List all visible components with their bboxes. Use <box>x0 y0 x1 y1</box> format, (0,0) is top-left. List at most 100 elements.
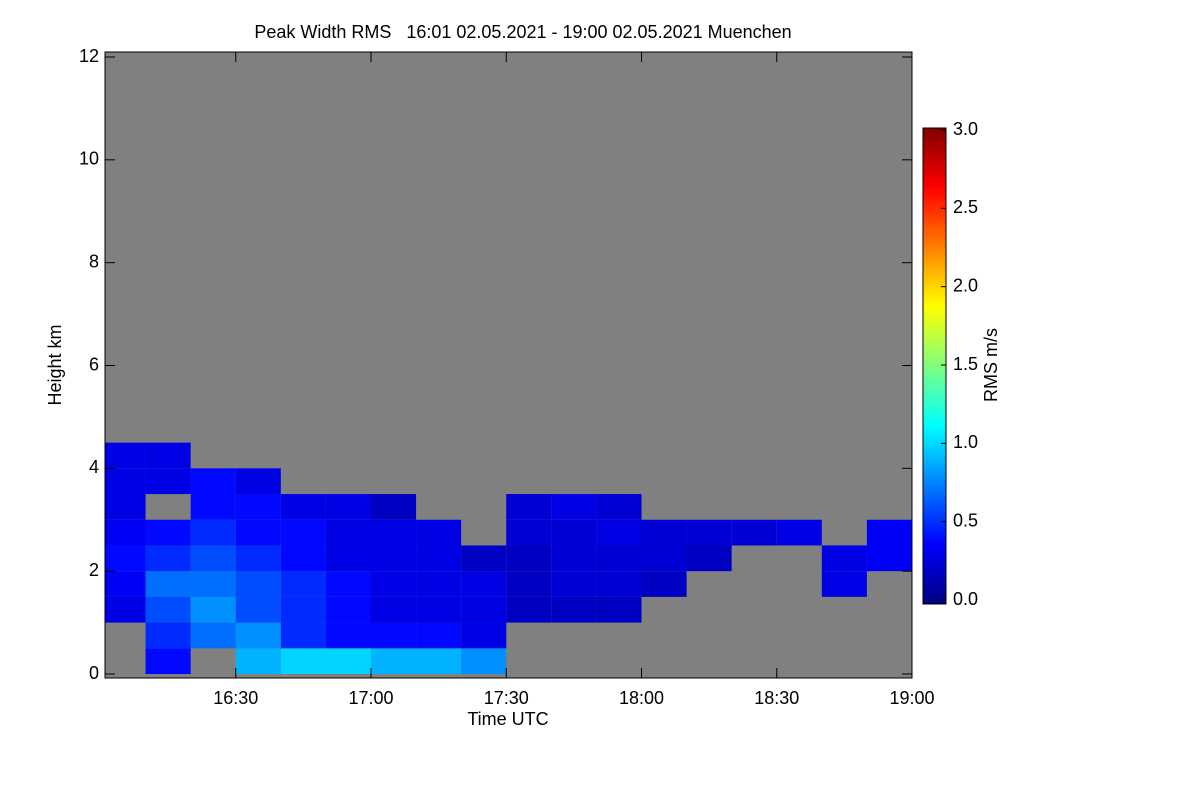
y-tick-label: 10 <box>79 149 99 169</box>
heatmap-cell <box>596 494 642 520</box>
heatmap-cell <box>105 442 146 469</box>
heatmap-cell <box>235 519 281 546</box>
heatmap-cell <box>416 545 462 572</box>
heatmap-cell <box>551 571 597 597</box>
heatmap-cell <box>776 519 822 546</box>
heatmap-cell <box>325 545 371 572</box>
heatmap-cell <box>105 545 146 572</box>
heatmap-cell <box>280 494 326 520</box>
heatmap-cell <box>866 545 912 572</box>
heatmap-cell <box>235 596 281 623</box>
heatmap-cell <box>866 519 912 546</box>
heatmap-cell <box>190 468 236 495</box>
heatmap-cell <box>596 571 642 597</box>
heatmap-cell <box>506 545 552 572</box>
y-tick-label: 6 <box>89 354 99 374</box>
y-tick-label: 8 <box>89 251 99 271</box>
x-tick-label: 18:30 <box>754 688 799 708</box>
heatmap-cell <box>551 519 597 546</box>
heatmap-cell <box>551 494 597 520</box>
heatmap-cell <box>686 519 732 546</box>
colorbar-tick-label: 2.5 <box>953 197 978 217</box>
colorbar-label: RMS m/s <box>981 328 1001 402</box>
heatmap-cell <box>821 545 867 572</box>
heatmap-cell <box>105 571 146 597</box>
heatmap-cell <box>551 545 597 572</box>
heatmap-cell <box>280 622 326 649</box>
heatmap-cell <box>190 494 236 520</box>
heatmap-cell <box>145 519 191 546</box>
heatmap-cell <box>280 648 326 674</box>
heatmap-cell <box>461 596 507 623</box>
heatmap-cell <box>145 622 191 649</box>
heatmap-cell <box>731 519 777 546</box>
chart-title: Peak Width RMS 16:01 02.05.2021 - 19:00 … <box>254 22 791 42</box>
heatmap-cell <box>416 596 462 623</box>
heatmap-cell <box>190 519 236 546</box>
y-tick-label: 4 <box>89 457 99 477</box>
heatmap-cell <box>821 571 867 597</box>
heatmap-cell <box>190 571 236 597</box>
heatmap-cell <box>686 545 732 572</box>
heatmap-cell <box>235 622 281 649</box>
heatmap-cell <box>145 648 191 674</box>
heatmap-cell <box>596 596 642 623</box>
heatmap-cell <box>596 519 642 546</box>
heatmap-cell <box>190 545 236 572</box>
x-tick-label: 19:00 <box>889 688 934 708</box>
heatmap-cell <box>145 442 191 469</box>
heatmap-cell <box>190 622 236 649</box>
heatmap-cell <box>235 494 281 520</box>
colorbar-tick-label: 1.0 <box>953 432 978 452</box>
heatmap-cell <box>105 596 146 623</box>
heatmap-cell <box>461 571 507 597</box>
heatmap-cell <box>235 648 281 674</box>
heatmap-cell <box>145 468 191 495</box>
colorbar-tick-label: 0.0 <box>953 589 978 609</box>
heatmap-cell <box>506 571 552 597</box>
heatmap-cell <box>280 545 326 572</box>
heatmap-cell <box>416 571 462 597</box>
heatmap-cell <box>105 468 146 495</box>
heatmap-cell <box>461 648 507 674</box>
x-tick-label: 18:00 <box>619 688 664 708</box>
heatmap-cell <box>416 519 462 546</box>
heatmap-cell <box>370 519 417 546</box>
heatmap-cell <box>235 571 281 597</box>
colorbar-tick-label: 2.0 <box>953 275 978 295</box>
heatmap-cell <box>596 545 642 572</box>
heatmap-cell <box>370 596 417 623</box>
heatmap-cell <box>370 545 417 572</box>
heatmap-cell <box>370 571 417 597</box>
heatmap-cell <box>105 494 146 520</box>
heatmap-cell <box>370 648 417 674</box>
heatmap-cell <box>325 494 371 520</box>
heatmap-cell <box>325 596 371 623</box>
heatmap-cell <box>280 571 326 597</box>
heatmap-cell <box>325 571 371 597</box>
heatmap-cell <box>641 545 687 572</box>
colorbar-tick-label: 1.5 <box>953 354 978 374</box>
heatmap-cell <box>280 519 326 546</box>
x-axis-label: Time UTC <box>467 709 548 729</box>
heatmap-cell <box>190 596 236 623</box>
heatmap-cell <box>506 519 552 546</box>
heatmap-cell <box>145 571 191 597</box>
heatmap-cell <box>461 545 507 572</box>
heatmap-cell <box>641 519 687 546</box>
heatmap-cell <box>506 494 552 520</box>
heatmap-cell <box>325 519 371 546</box>
colorbar-tick-label: 3.0 <box>953 119 978 139</box>
heatmap-cell <box>416 648 462 674</box>
heatmap-cell <box>370 622 417 649</box>
x-tick-label: 17:00 <box>348 688 393 708</box>
heatmap-cell <box>235 545 281 572</box>
heatmap-cell <box>370 494 417 520</box>
heatmap-cell <box>461 622 507 649</box>
heatmap-cell <box>506 596 552 623</box>
colorbar-tick-label: 0.5 <box>953 510 978 530</box>
heatmap-cell <box>280 596 326 623</box>
heatmap-cell <box>235 468 281 495</box>
y-tick-label: 12 <box>79 46 99 66</box>
